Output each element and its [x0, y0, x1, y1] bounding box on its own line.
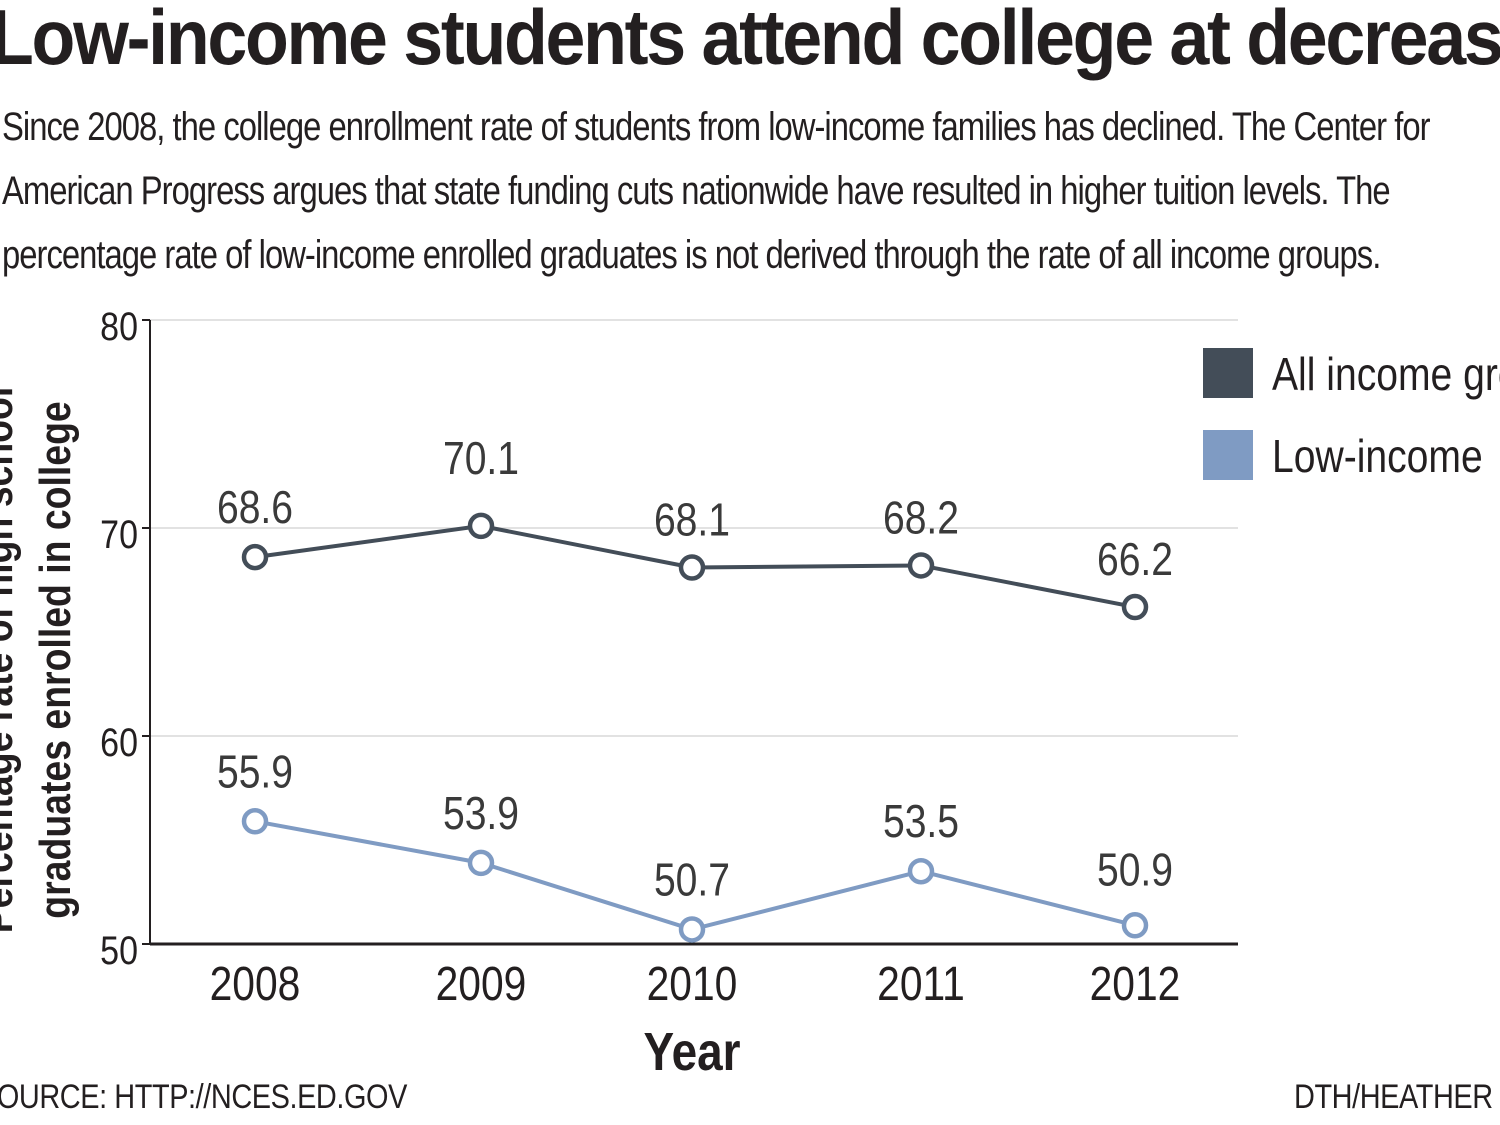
- y-tick-label: 60: [100, 719, 138, 764]
- data-label: 66.2: [1097, 534, 1173, 586]
- y-axis-title-line: graduates enrolled in college: [30, 401, 80, 918]
- data-label: 55.9: [217, 746, 293, 798]
- source-credit: SOURCE: HTTP://NCES.ED.GOV: [0, 1078, 407, 1116]
- data-label: 53.5: [883, 796, 959, 848]
- low-income-point: [678, 916, 706, 943]
- legend-label: Low-income: [1272, 431, 1483, 483]
- y-tick-label: 50: [100, 927, 138, 972]
- all-income-point: [241, 543, 269, 571]
- x-axis-title: Year: [643, 1022, 740, 1082]
- legend-swatch: [1203, 430, 1253, 480]
- legend-label: All income groups: [1272, 349, 1500, 401]
- legend-swatch: [1203, 348, 1253, 398]
- all-income-point: [1121, 593, 1149, 621]
- data-label: 50.9: [1097, 844, 1173, 896]
- low-income-point: [241, 808, 269, 835]
- y-axis-title-line: Percentage rate of high school: [0, 387, 22, 934]
- data-label: 68.2: [883, 492, 959, 544]
- x-tick-label: 2011: [877, 958, 965, 1011]
- x-tick-label: 2009: [436, 958, 527, 1011]
- low-income-point: [1121, 912, 1149, 939]
- all-income-point: [907, 552, 935, 579]
- y-tick-label: 80: [100, 303, 138, 348]
- subtitle-line: American Progress argues that state fund…: [2, 169, 1391, 213]
- all-income-point: [467, 512, 495, 540]
- chart-subtitle: Since 2008, the college enrollment rate …: [2, 95, 1431, 287]
- all-income-point: [678, 554, 706, 581]
- subtitle-line: Since 2008, the college enrollment rate …: [2, 105, 1431, 149]
- data-label: 68.1: [654, 495, 730, 547]
- photographer-credit: DTH/HEATHER CALDWELL: [1294, 1078, 1500, 1116]
- chart-title: Low-income students attend college at de…: [0, 0, 1500, 81]
- data-label: 68.6: [217, 482, 293, 534]
- data-label: 50.7: [654, 854, 730, 906]
- x-tick-label: 2008: [210, 958, 301, 1011]
- y-tick-label: 70: [100, 511, 138, 556]
- low-income-point: [907, 857, 935, 885]
- data-label: 70.1: [443, 433, 519, 485]
- data-label: 53.9: [443, 788, 519, 840]
- x-tick-label: 2012: [1090, 958, 1181, 1011]
- x-tick-label: 2010: [647, 958, 738, 1011]
- subtitle-line: percentage rate of low-income enrolled g…: [2, 233, 1381, 277]
- low-income-point: [467, 849, 495, 877]
